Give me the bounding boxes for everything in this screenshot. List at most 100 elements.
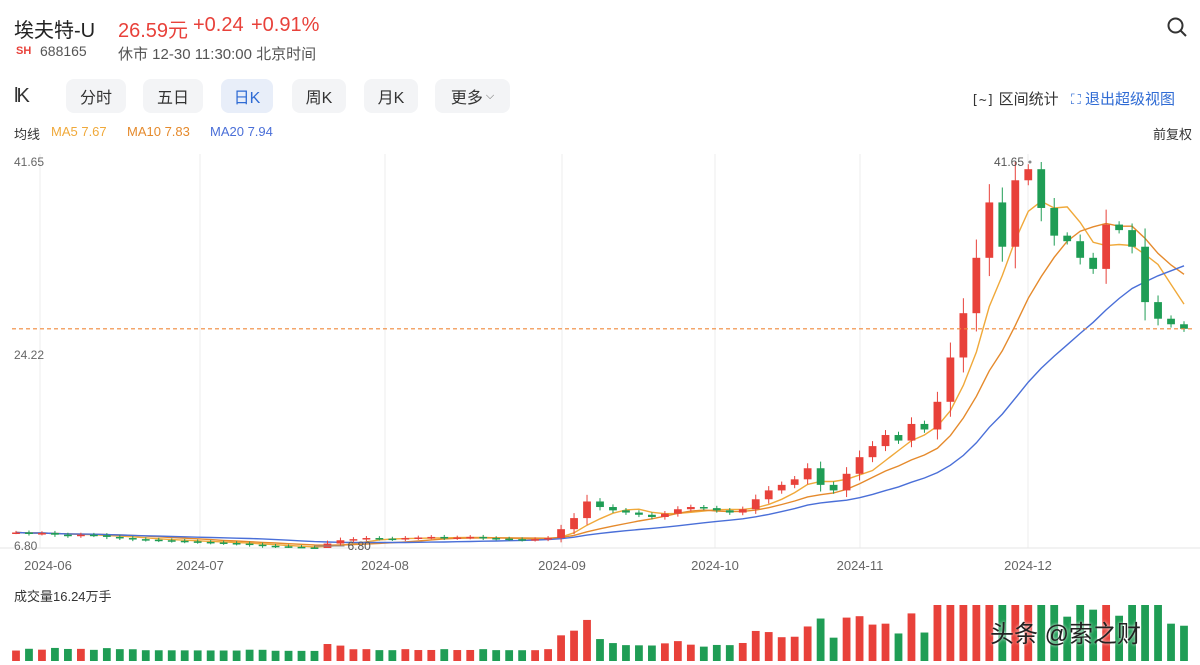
stock-price: 26.59元 (118, 20, 189, 42)
tab-more[interactable]: 更多 ⌵ (435, 79, 510, 113)
candle-body (375, 538, 384, 540)
candle-body (76, 534, 85, 537)
volume-bar (712, 644, 721, 661)
x-tick-label: 2024-11 (837, 558, 884, 573)
candle-body (219, 542, 228, 544)
candle-body (777, 484, 786, 491)
x-tick-label: 2024-12 (1004, 558, 1052, 573)
candle-body (596, 501, 604, 508)
candle-body (1141, 246, 1149, 303)
tab-week-k[interactable]: 周K (292, 79, 346, 113)
market-status: 休市 12-30 11:30:00 北京时间 (118, 46, 317, 63)
price-change: +0.24 (193, 14, 244, 36)
y-tick-label: 6.80 (14, 539, 38, 553)
candle-body (570, 518, 578, 530)
volume-bar (375, 650, 384, 661)
candle-body (1102, 224, 1111, 269)
candle-body (440, 536, 449, 539)
candle-body (1115, 224, 1124, 231)
volume-bar (907, 613, 916, 661)
ma-title: 均线 (14, 127, 41, 142)
candle-body (933, 401, 942, 430)
volume-bar (635, 645, 643, 661)
volume-bar (933, 605, 942, 661)
tab-month-k[interactable]: 月K (364, 79, 418, 113)
candle-body (868, 446, 877, 458)
price-change-pct: +0.91% (251, 14, 320, 36)
candle-body (712, 508, 721, 511)
candle-body (154, 539, 163, 542)
candle-body (453, 537, 462, 539)
candle-body (388, 538, 397, 541)
volume-bar (1167, 623, 1175, 661)
volume-bar (544, 649, 552, 661)
chevron-down-icon: ⌵ (485, 89, 495, 102)
volume-bar (1141, 605, 1149, 661)
candle-body (271, 545, 280, 548)
volume-bar (1050, 605, 1059, 661)
volume-bar (453, 650, 462, 661)
volume-bar (427, 649, 436, 661)
volume-bar (790, 636, 799, 661)
x-tick-label: 2024-08 (361, 558, 409, 573)
candle-body (349, 539, 358, 541)
candle-body (1037, 169, 1046, 208)
kline-chart[interactable]: 41.65 24.22 6.80 2024-06 2024-07 2024-08 2024-… (0, 150, 1200, 590)
candle-body (466, 536, 475, 539)
kline-logo-icon: lK (14, 85, 30, 107)
volume-bar (596, 639, 604, 661)
volume-bar (1128, 605, 1136, 661)
search-icon[interactable] (1166, 16, 1188, 38)
x-tick-label: 2024-09 (538, 558, 586, 573)
tab-day-k[interactable]: 日K (221, 79, 273, 113)
volume-bar (985, 605, 994, 661)
ma10-line (15, 222, 1185, 546)
candle-body (881, 435, 890, 447)
candle-body (245, 543, 254, 546)
volume-bar (648, 645, 656, 661)
candle-body (790, 479, 799, 485)
tab-minute[interactable]: 分时 (66, 79, 126, 113)
candle-body (89, 534, 98, 537)
candle-body (660, 513, 669, 517)
candle-body (764, 490, 773, 500)
candle-body (686, 507, 695, 510)
volume-bar (855, 616, 864, 661)
volume-bar (803, 626, 812, 661)
volume-bar (609, 643, 617, 661)
x-tick-label: 2024-06 (24, 558, 72, 573)
volume-bar (310, 650, 319, 661)
candle-body (972, 257, 981, 314)
candle-body (1024, 169, 1033, 181)
low-marker-label: 6.80 (347, 539, 371, 553)
candle-body (855, 457, 864, 474)
volume-bar (842, 617, 851, 661)
volume-bar (531, 650, 540, 661)
candle-body (64, 534, 72, 537)
y-tick-label: 41.65 (14, 155, 44, 169)
stock-name: 埃夫特-U (14, 20, 96, 42)
volume-bar (271, 650, 280, 661)
candle-body (258, 544, 267, 547)
exit-view-label: 退出超级视图 (1084, 91, 1175, 108)
range-stats-button[interactable]: [~] 区间统计 (971, 88, 1059, 109)
volume-chart (12, 605, 1188, 661)
volume-bar (466, 649, 475, 661)
candle-body (738, 509, 747, 513)
volume-bar (777, 637, 786, 661)
candle-body (725, 510, 734, 513)
candle-body (479, 536, 488, 539)
candle-body (531, 539, 540, 541)
candle-body (414, 537, 423, 539)
candle-body (401, 538, 410, 540)
volume-bar (1063, 616, 1072, 661)
adjust-mode-button[interactable]: 前复权 (1152, 127, 1192, 142)
tab-five-day[interactable]: 五日 (143, 79, 203, 113)
volume-bar (89, 649, 98, 661)
volume-bar (557, 635, 565, 661)
candle-body (51, 533, 59, 535)
volume-bar (583, 619, 591, 661)
candle-body (284, 546, 293, 548)
volume-bar (492, 650, 501, 661)
exit-super-view-button[interactable]: ⛶ 退出超级视图 (1071, 88, 1175, 109)
